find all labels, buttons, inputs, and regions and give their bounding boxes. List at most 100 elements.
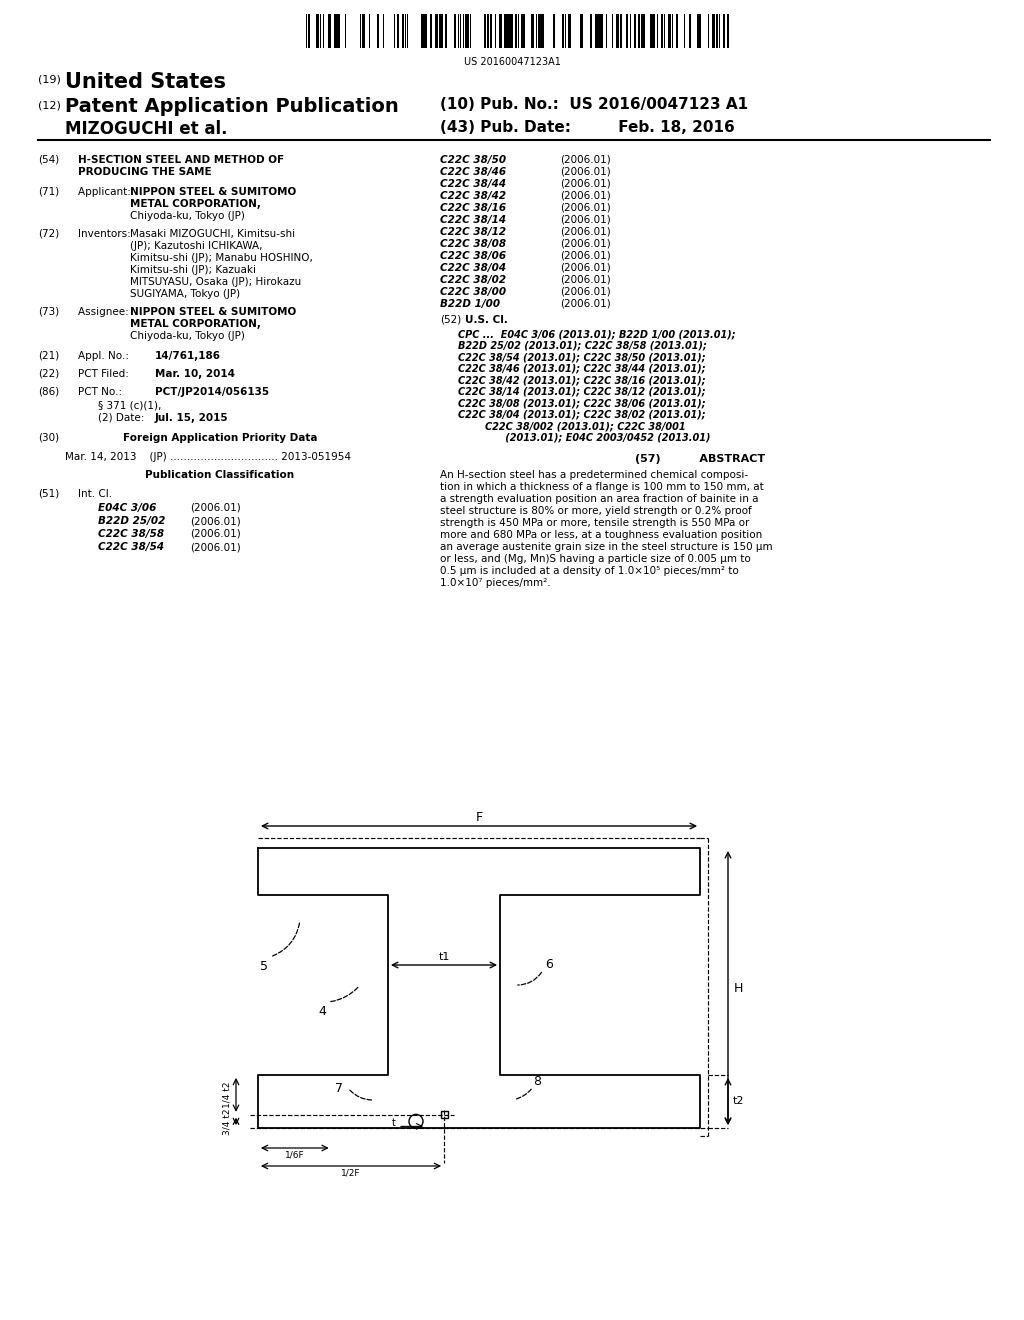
Bar xyxy=(515,15,517,48)
Bar xyxy=(597,15,599,48)
Text: B22D 25/02: B22D 25/02 xyxy=(98,516,165,525)
FancyArrowPatch shape xyxy=(272,923,300,956)
Bar xyxy=(668,15,670,48)
Text: METAL CORPORATION,: METAL CORPORATION, xyxy=(130,199,261,209)
Text: (2) Date:: (2) Date: xyxy=(98,413,144,422)
Text: U.S. Cl.: U.S. Cl. xyxy=(465,315,508,325)
Text: steel structure is 80% or more, yield strength or 0.2% proof: steel structure is 80% or more, yield st… xyxy=(440,506,752,516)
Bar xyxy=(676,15,678,48)
Bar xyxy=(621,15,623,48)
Text: strength is 450 MPa or more, tensile strength is 550 MPa or: strength is 450 MPa or more, tensile str… xyxy=(440,517,750,528)
Bar xyxy=(561,15,563,48)
Bar xyxy=(315,15,318,48)
Bar xyxy=(329,15,331,48)
Text: 14/761,186: 14/761,186 xyxy=(155,351,221,360)
Text: an average austenite grain size in the steel structure is 150 μm: an average austenite grain size in the s… xyxy=(440,543,773,552)
Bar xyxy=(634,15,636,48)
Bar xyxy=(712,15,713,48)
Text: or less, and (Mg, Mn)S having a particle size of 0.005 μm to: or less, and (Mg, Mn)S having a particle… xyxy=(440,554,751,564)
Text: Chiyoda-ku, Tokyo (JP): Chiyoda-ku, Tokyo (JP) xyxy=(130,331,245,341)
Text: Patent Application Publication: Patent Application Publication xyxy=(65,96,398,116)
Bar xyxy=(723,15,725,48)
Bar xyxy=(539,15,541,48)
Bar xyxy=(454,15,456,48)
Text: (2006.01): (2006.01) xyxy=(190,503,241,513)
Text: (2006.01): (2006.01) xyxy=(560,286,610,297)
Bar xyxy=(393,15,395,48)
Text: C22C 38/42 (2013.01); C22C 38/16 (2013.01);: C22C 38/42 (2013.01); C22C 38/16 (2013.0… xyxy=(458,375,706,385)
Text: MITSUYASU, Osaka (JP); Hirokazu: MITSUYASU, Osaka (JP); Hirokazu xyxy=(130,277,301,286)
Text: (86): (86) xyxy=(38,387,59,397)
Bar xyxy=(698,15,700,48)
Bar xyxy=(568,15,571,48)
Text: 3/4 t2: 3/4 t2 xyxy=(223,1107,232,1135)
Text: H-SECTION STEEL AND METHOD OF: H-SECTION STEEL AND METHOD OF xyxy=(78,154,284,165)
Text: (22): (22) xyxy=(38,370,59,379)
Text: Inventors:: Inventors: xyxy=(78,228,134,239)
Text: B22D 1/00: B22D 1/00 xyxy=(440,300,500,309)
Text: t1: t1 xyxy=(438,952,450,962)
Bar xyxy=(616,15,617,48)
Bar xyxy=(627,15,628,48)
Bar xyxy=(590,15,591,48)
Text: (2006.01): (2006.01) xyxy=(560,275,610,285)
Text: Chiyoda-ku, Tokyo (JP): Chiyoda-ku, Tokyo (JP) xyxy=(130,211,245,220)
Bar xyxy=(308,15,310,48)
Text: H: H xyxy=(734,982,743,994)
Text: C22C 38/16: C22C 38/16 xyxy=(440,203,506,213)
Text: 1.0×10⁷ pieces/mm².: 1.0×10⁷ pieces/mm². xyxy=(440,578,551,587)
Text: 1/4 t2: 1/4 t2 xyxy=(223,1081,232,1107)
Bar xyxy=(660,15,663,48)
Bar xyxy=(490,15,492,48)
Bar xyxy=(601,15,603,48)
Bar xyxy=(540,15,543,48)
Text: CPC ...  E04C 3/06 (2013.01); B22D 1/00 (2013.01);: CPC ... E04C 3/06 (2013.01); B22D 1/00 (… xyxy=(458,329,735,339)
Text: t2: t2 xyxy=(733,1097,744,1106)
Text: § 371 (c)(1),: § 371 (c)(1), xyxy=(98,401,162,411)
Text: C22C 38/02: C22C 38/02 xyxy=(440,275,506,285)
Text: a strength evaluation position an area fraction of bainite in a: a strength evaluation position an area f… xyxy=(440,494,759,504)
Text: (2006.01): (2006.01) xyxy=(560,239,610,249)
Text: (2006.01): (2006.01) xyxy=(560,227,610,238)
Bar xyxy=(362,15,365,48)
Bar xyxy=(689,15,691,48)
Text: C22C 38/54 (2013.01); C22C 38/50 (2013.01);: C22C 38/54 (2013.01); C22C 38/50 (2013.0… xyxy=(458,352,706,362)
Text: 4: 4 xyxy=(318,1005,326,1018)
Text: C22C 38/14 (2013.01); C22C 38/12 (2013.01);: C22C 38/14 (2013.01); C22C 38/12 (2013.0… xyxy=(458,387,706,396)
Text: B22D 25/02 (2013.01); C22C 38/58 (2013.01);: B22D 25/02 (2013.01); C22C 38/58 (2013.0… xyxy=(458,341,707,351)
Text: C22C 38/04 (2013.01); C22C 38/02 (2013.01);: C22C 38/04 (2013.01); C22C 38/02 (2013.0… xyxy=(458,409,706,420)
FancyArrowPatch shape xyxy=(331,987,358,1002)
Bar xyxy=(445,15,447,48)
Text: C22C 38/54: C22C 38/54 xyxy=(98,543,164,552)
Bar xyxy=(522,15,525,48)
Text: C22C 38/002 (2013.01); C22C 38/001: C22C 38/002 (2013.01); C22C 38/001 xyxy=(458,421,686,432)
Text: (2006.01): (2006.01) xyxy=(560,191,610,201)
Bar xyxy=(717,15,719,48)
Bar xyxy=(626,15,628,48)
Bar xyxy=(697,15,699,48)
Text: (10) Pub. No.:  US 2016/0047123 A1: (10) Pub. No.: US 2016/0047123 A1 xyxy=(440,96,749,112)
Bar xyxy=(531,15,534,48)
Text: (2006.01): (2006.01) xyxy=(190,543,241,552)
Text: PRODUCING THE SAME: PRODUCING THE SAME xyxy=(78,168,212,177)
Text: C22C 38/50: C22C 38/50 xyxy=(440,154,506,165)
Text: 1/2F: 1/2F xyxy=(341,1170,360,1177)
Text: (12): (12) xyxy=(38,100,60,110)
Text: 7: 7 xyxy=(335,1082,343,1096)
Text: Masaki MIZOGUCHI, Kimitsu-shi: Masaki MIZOGUCHI, Kimitsu-shi xyxy=(130,228,295,239)
Text: (2006.01): (2006.01) xyxy=(560,168,610,177)
Bar xyxy=(653,15,654,48)
Bar xyxy=(489,15,492,48)
Bar xyxy=(438,15,440,48)
Text: C22C 38/12: C22C 38/12 xyxy=(440,227,506,238)
Bar xyxy=(424,15,427,48)
Text: Foreign Application Priority Data: Foreign Application Priority Data xyxy=(123,433,317,444)
Text: Mar. 10, 2014: Mar. 10, 2014 xyxy=(155,370,234,379)
Text: (2006.01): (2006.01) xyxy=(560,300,610,309)
Bar xyxy=(650,15,651,48)
Text: Jul. 15, 2015: Jul. 15, 2015 xyxy=(155,413,228,422)
Bar xyxy=(638,15,640,48)
Text: 1/6F: 1/6F xyxy=(285,1151,305,1160)
Bar xyxy=(441,15,443,48)
Text: SUGIYAMA, Tokyo (JP): SUGIYAMA, Tokyo (JP) xyxy=(130,289,240,300)
